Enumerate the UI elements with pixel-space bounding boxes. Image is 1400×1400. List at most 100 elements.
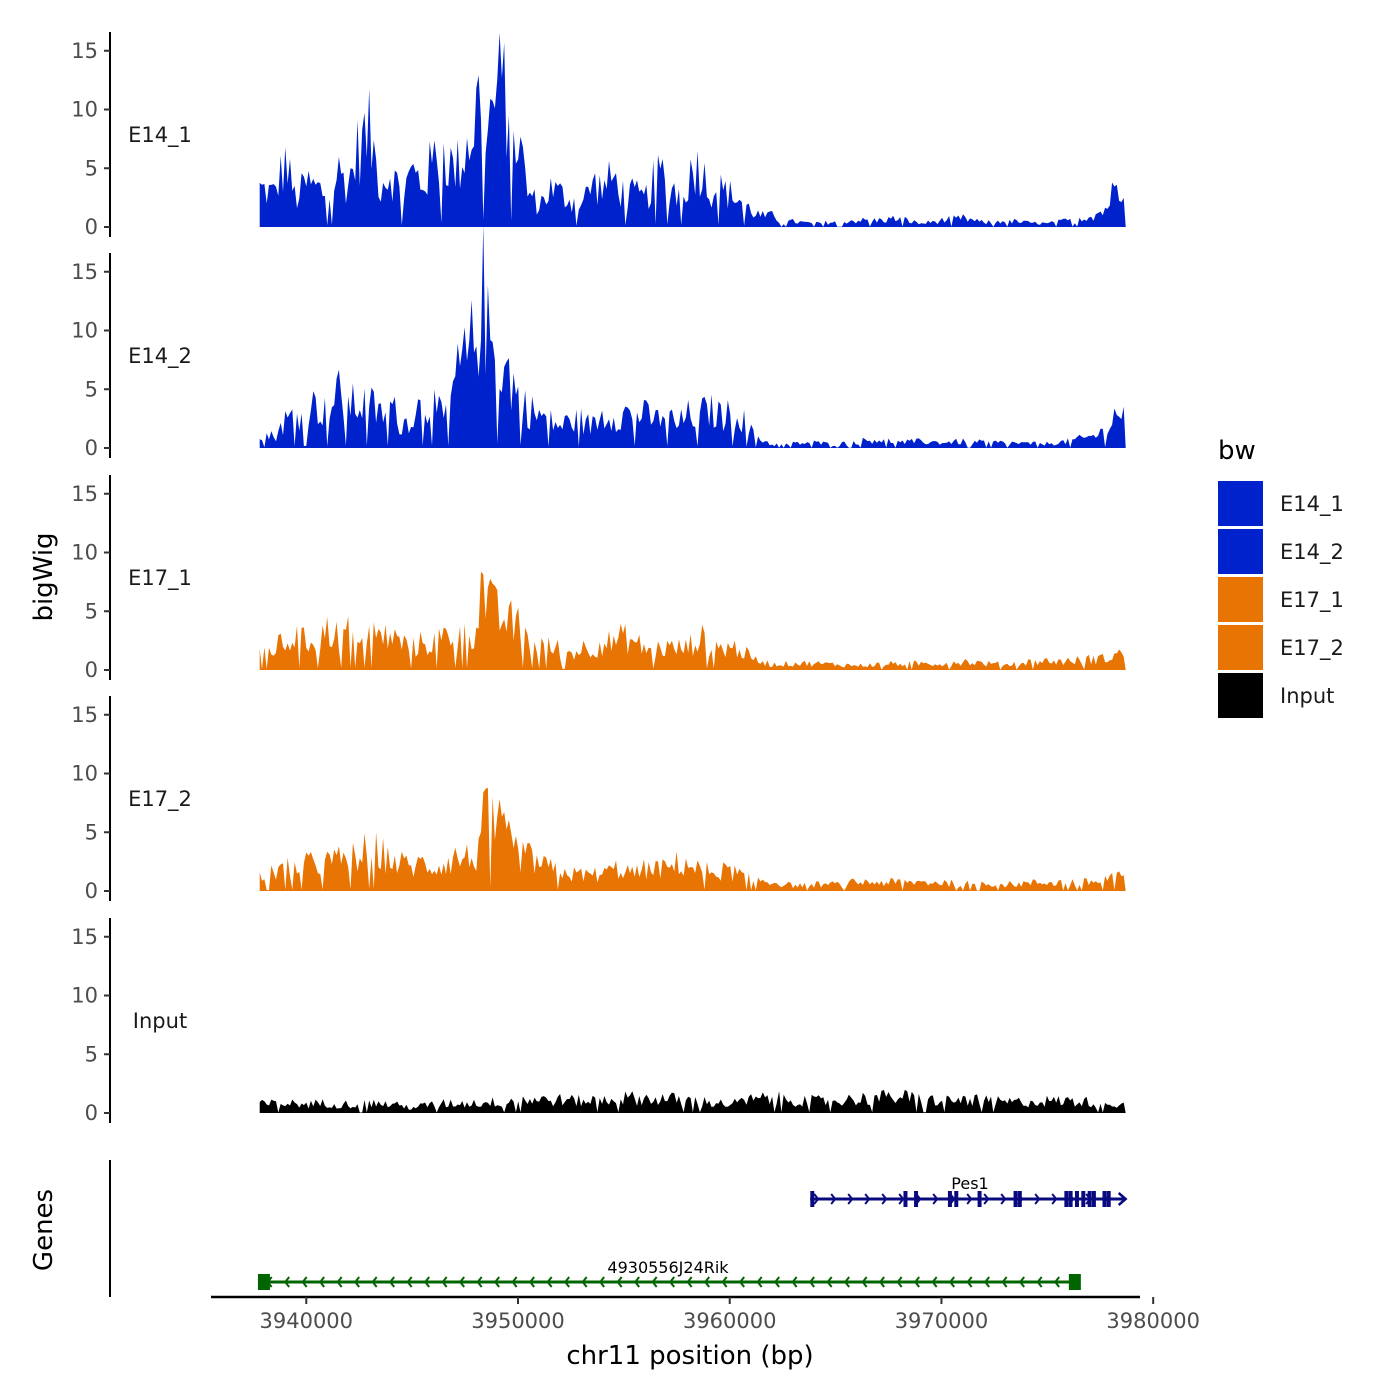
legend-title: bw	[1218, 436, 1256, 466]
legend-label: E14_2	[1280, 540, 1344, 565]
legend-swatch	[1218, 625, 1263, 670]
y-tick-label: 5	[85, 156, 98, 180]
track-label: Input	[133, 1009, 187, 1033]
chevron-left-icon	[668, 1276, 675, 1288]
chevron-left-icon	[1036, 1276, 1043, 1288]
y-tick-label: 15	[71, 482, 98, 506]
chevron-left-icon	[843, 1276, 850, 1288]
chevron-left-icon	[598, 1276, 605, 1288]
track-e14-1: 0 5 10 15 E14_1	[71, 32, 1126, 239]
x-axis: 3940000 3950000 3960000 3970000 3980000	[211, 1295, 1200, 1333]
track-e17-2: 0 5 10 15 E17_2	[71, 696, 1126, 903]
chevron-left-icon	[563, 1276, 570, 1288]
exon-mark	[1017, 1191, 1022, 1207]
chevron-left-icon	[791, 1276, 798, 1288]
y-tick-label: 0	[85, 215, 98, 239]
gene-4930556j24rik: 4930556J24Rik	[257, 1258, 1081, 1290]
chevron-left-icon	[336, 1276, 343, 1288]
exon-mark	[903, 1191, 908, 1207]
chevron-left-icon	[406, 1276, 413, 1288]
chevron-left-icon	[633, 1276, 640, 1288]
chevron-left-icon	[528, 1276, 535, 1288]
chevron-left-icon	[878, 1276, 885, 1288]
chevron-left-icon	[948, 1276, 955, 1288]
exon-mark	[1068, 1274, 1081, 1290]
legend-label: E17_2	[1280, 636, 1344, 661]
legend-swatch	[1218, 577, 1263, 622]
exon-mark	[1081, 1191, 1086, 1207]
y-tick-label: 15	[71, 39, 98, 63]
chevron-right-icon	[1034, 1193, 1041, 1205]
x-tick-label: 3970000	[895, 1309, 989, 1333]
legend: bw E14_1 E14_2 E17_1 E17_2 Input	[1218, 436, 1344, 718]
signal-area	[259, 224, 1126, 448]
chevron-left-icon	[983, 1276, 990, 1288]
track-label: E14_2	[128, 344, 192, 369]
chevron-left-icon	[388, 1276, 395, 1288]
y-tick-label: 5	[85, 599, 98, 623]
exon-mark	[1074, 1191, 1079, 1207]
legend-swatch	[1218, 481, 1263, 526]
chevron-left-icon	[721, 1276, 728, 1288]
track-label: E17_1	[128, 566, 192, 591]
legend-label: Input	[1280, 684, 1334, 708]
chevron-right-icon	[966, 1193, 973, 1205]
x-tick-label: 3950000	[471, 1309, 565, 1333]
chevron-right-icon	[1000, 1193, 1007, 1205]
legend-label: E17_1	[1280, 588, 1344, 613]
signal-area	[259, 787, 1126, 891]
chevron-left-icon	[581, 1276, 588, 1288]
y-tick-label: 10	[71, 541, 98, 565]
exon-mark	[1102, 1191, 1107, 1207]
y-tick-label: 5	[85, 820, 98, 844]
exon-mark	[954, 1191, 959, 1207]
chevron-left-icon	[826, 1276, 833, 1288]
chevron-left-icon	[1053, 1276, 1060, 1288]
chevron-left-icon	[511, 1276, 518, 1288]
track-e14-2: 0 5 10 15 E14_2	[71, 224, 1126, 460]
chevron-left-icon	[738, 1276, 745, 1288]
exon-mark	[1064, 1191, 1069, 1207]
gene-label: Pes1	[951, 1174, 988, 1193]
chevron-left-icon	[616, 1276, 623, 1288]
chevron-left-icon	[1018, 1276, 1025, 1288]
y-axis-title-genes: Genes	[29, 1189, 59, 1271]
chevron-left-icon	[773, 1276, 780, 1288]
chevron-right-icon	[898, 1193, 905, 1205]
chevron-right-icon	[1051, 1193, 1058, 1205]
legend-label: E14_1	[1280, 492, 1344, 517]
chevron-left-icon	[458, 1276, 465, 1288]
signal-area	[259, 32, 1126, 227]
signal-area	[259, 571, 1126, 670]
y-tick-label: 0	[85, 879, 98, 903]
x-tick-label: 3980000	[1106, 1309, 1200, 1333]
chevron-left-icon	[651, 1276, 658, 1288]
chevron-left-icon	[423, 1276, 430, 1288]
y-tick-label: 15	[71, 703, 98, 727]
chevron-left-icon	[808, 1276, 815, 1288]
chevron-right-icon	[932, 1193, 939, 1205]
chevron-left-icon	[966, 1276, 973, 1288]
gene-pes1: Pes1	[810, 1174, 1128, 1207]
y-tick-label: 10	[71, 984, 98, 1008]
chevron-left-icon	[493, 1276, 500, 1288]
chevron-left-icon	[318, 1276, 325, 1288]
exon-mark	[1068, 1191, 1073, 1207]
x-axis-title: chr11 position (bp)	[566, 1341, 813, 1371]
chevron-left-icon	[931, 1276, 938, 1288]
y-tick-label: 15	[71, 925, 98, 949]
chevron-right-icon	[864, 1193, 871, 1205]
exon-mark	[914, 1191, 919, 1207]
track-label: E17_2	[128, 787, 192, 812]
chevron-left-icon	[441, 1276, 448, 1288]
chevron-left-icon	[546, 1276, 553, 1288]
chevron-left-icon	[371, 1276, 378, 1288]
chevron-right-icon	[813, 1193, 820, 1205]
x-tick-label: 3960000	[683, 1309, 777, 1333]
exon-mark	[1087, 1191, 1092, 1207]
y-tick-label: 15	[71, 260, 98, 284]
y-tick-label: 0	[85, 1101, 98, 1125]
chevron-left-icon	[703, 1276, 710, 1288]
